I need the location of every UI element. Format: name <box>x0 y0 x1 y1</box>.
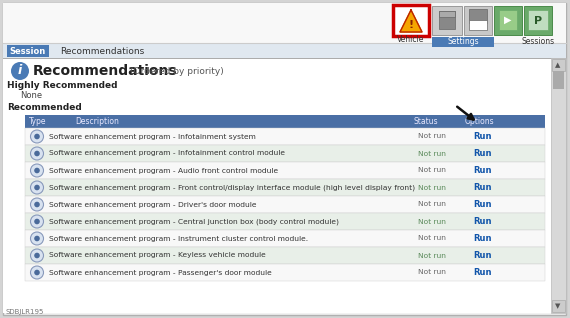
Bar <box>553 71 564 89</box>
Text: Not run: Not run <box>418 252 446 259</box>
Circle shape <box>34 253 40 258</box>
Circle shape <box>34 134 40 139</box>
Bar <box>469 20 487 30</box>
Bar <box>524 6 552 35</box>
Text: Vehicle: Vehicle <box>397 36 425 45</box>
Bar <box>432 37 494 47</box>
Bar <box>25 145 545 162</box>
Circle shape <box>31 198 43 211</box>
Circle shape <box>31 181 43 194</box>
Text: Run: Run <box>473 166 491 175</box>
Text: Software enhancement program - Driver's door module: Software enhancement program - Driver's … <box>49 202 256 208</box>
Bar <box>439 11 455 17</box>
Circle shape <box>31 249 43 262</box>
Text: None: None <box>20 91 42 100</box>
Bar <box>25 213 545 230</box>
Circle shape <box>31 215 43 228</box>
Text: Not run: Not run <box>418 269 446 275</box>
Circle shape <box>31 266 43 279</box>
Circle shape <box>34 185 40 190</box>
Text: Sessions: Sessions <box>522 38 555 46</box>
Bar <box>25 162 545 179</box>
Bar <box>499 10 517 30</box>
Bar <box>25 196 545 213</box>
Bar <box>25 264 545 281</box>
Text: Run: Run <box>473 183 491 192</box>
Text: P: P <box>534 16 542 26</box>
Bar <box>3 58 551 313</box>
Bar <box>25 128 545 145</box>
Text: Type: Type <box>29 117 47 126</box>
Text: !: ! <box>409 20 414 30</box>
Circle shape <box>34 236 40 241</box>
Text: SDBJLR195: SDBJLR195 <box>6 309 44 315</box>
Text: Software enhancement program - Audio front control module: Software enhancement program - Audio fro… <box>49 168 278 174</box>
Bar <box>439 11 455 29</box>
Circle shape <box>34 270 40 275</box>
Text: Run: Run <box>473 268 491 277</box>
Text: Recommendations: Recommendations <box>33 64 178 78</box>
Text: ▼: ▼ <box>555 303 561 309</box>
Circle shape <box>31 164 43 177</box>
Text: Software enhancement program - Front control/display interface module (high leve: Software enhancement program - Front con… <box>49 184 415 191</box>
Text: Options: Options <box>465 117 495 126</box>
Bar <box>7 45 49 57</box>
Bar <box>494 6 522 35</box>
Text: Session: Session <box>10 46 46 56</box>
Bar <box>552 300 565 312</box>
Text: Not run: Not run <box>418 202 446 208</box>
Polygon shape <box>400 10 422 32</box>
Text: Not run: Not run <box>418 134 446 140</box>
Text: ▲: ▲ <box>555 62 561 68</box>
Text: Run: Run <box>473 251 491 260</box>
Circle shape <box>34 202 40 207</box>
Text: Software enhancement program - Instrument cluster control module.: Software enhancement program - Instrumen… <box>49 236 308 241</box>
Text: Software enhancement program - Passenger's door module: Software enhancement program - Passenger… <box>49 269 272 275</box>
Bar <box>25 230 545 247</box>
Text: Run: Run <box>473 200 491 209</box>
Bar <box>3 44 566 58</box>
Text: Status: Status <box>413 117 438 126</box>
Text: Run: Run <box>473 132 491 141</box>
Text: Settings: Settings <box>447 38 479 46</box>
Text: Recommendations: Recommendations <box>60 46 144 56</box>
Bar <box>432 6 462 35</box>
Text: ▶: ▶ <box>504 15 512 25</box>
Text: Not run: Not run <box>418 184 446 190</box>
Text: Software enhancement program - Infotainment system: Software enhancement program - Infotainm… <box>49 134 256 140</box>
Circle shape <box>34 151 40 156</box>
Bar <box>469 9 487 23</box>
Text: Highly Recommended: Highly Recommended <box>7 80 117 89</box>
Bar <box>528 10 548 30</box>
Circle shape <box>11 62 29 80</box>
Bar <box>393 5 429 36</box>
Bar <box>25 179 545 196</box>
Circle shape <box>34 168 40 173</box>
Bar <box>25 115 545 128</box>
Circle shape <box>31 232 43 245</box>
Circle shape <box>34 219 40 224</box>
Text: Software enhancement program - Central junction box (body control module): Software enhancement program - Central j… <box>49 218 339 225</box>
Text: Description: Description <box>75 117 119 126</box>
Text: Recommended: Recommended <box>7 102 82 112</box>
Bar <box>552 59 565 71</box>
Text: i: i <box>18 65 22 78</box>
Bar <box>464 6 492 35</box>
Text: Not run: Not run <box>418 218 446 225</box>
Text: (Ordered by priority): (Ordered by priority) <box>130 66 224 75</box>
Bar <box>3 3 566 43</box>
Bar <box>25 247 545 264</box>
Text: Software enhancement program - Keyless vehicle module: Software enhancement program - Keyless v… <box>49 252 266 259</box>
Text: Run: Run <box>473 149 491 158</box>
Text: Run: Run <box>473 234 491 243</box>
Text: Run: Run <box>473 217 491 226</box>
Circle shape <box>31 130 43 143</box>
Text: Not run: Not run <box>418 236 446 241</box>
Text: Not run: Not run <box>418 168 446 174</box>
Circle shape <box>31 147 43 160</box>
Bar <box>551 58 566 313</box>
Text: Not run: Not run <box>418 150 446 156</box>
Text: Software enhancement program - Infotainment control module: Software enhancement program - Infotainm… <box>49 150 285 156</box>
